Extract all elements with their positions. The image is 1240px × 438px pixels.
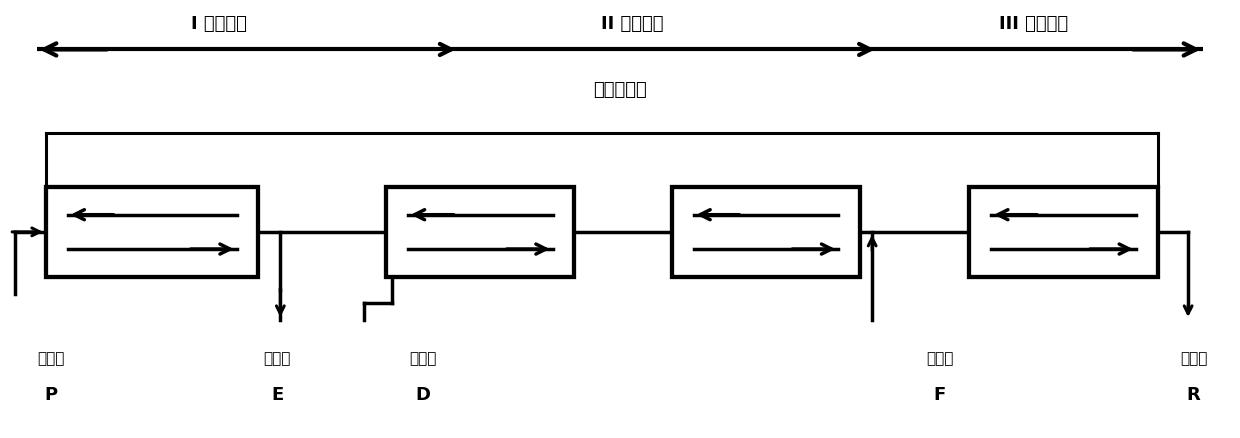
Bar bbox=[46, 187, 258, 277]
Bar bbox=[672, 187, 861, 277]
Bar bbox=[970, 187, 1158, 277]
Text: 萌取液: 萌取液 bbox=[264, 351, 291, 366]
Text: 萌余液: 萌余液 bbox=[1180, 351, 1208, 366]
Text: II 带精制带: II 带精制带 bbox=[601, 15, 663, 33]
Text: 进样液: 进样液 bbox=[926, 351, 954, 366]
Text: P: P bbox=[45, 386, 58, 404]
Text: 流动相: 流动相 bbox=[409, 351, 436, 366]
Text: E: E bbox=[272, 386, 284, 404]
Text: III 带吸附带: III 带吸附带 bbox=[998, 15, 1068, 33]
Text: I 带洗脱带: I 带洗脱带 bbox=[191, 15, 247, 33]
Text: 流动相: 流动相 bbox=[37, 351, 64, 366]
Text: F: F bbox=[934, 386, 946, 404]
Bar bbox=[386, 187, 574, 277]
Text: D: D bbox=[415, 386, 430, 404]
Text: 固定相循环: 固定相循环 bbox=[593, 81, 647, 99]
Text: R: R bbox=[1187, 386, 1200, 404]
